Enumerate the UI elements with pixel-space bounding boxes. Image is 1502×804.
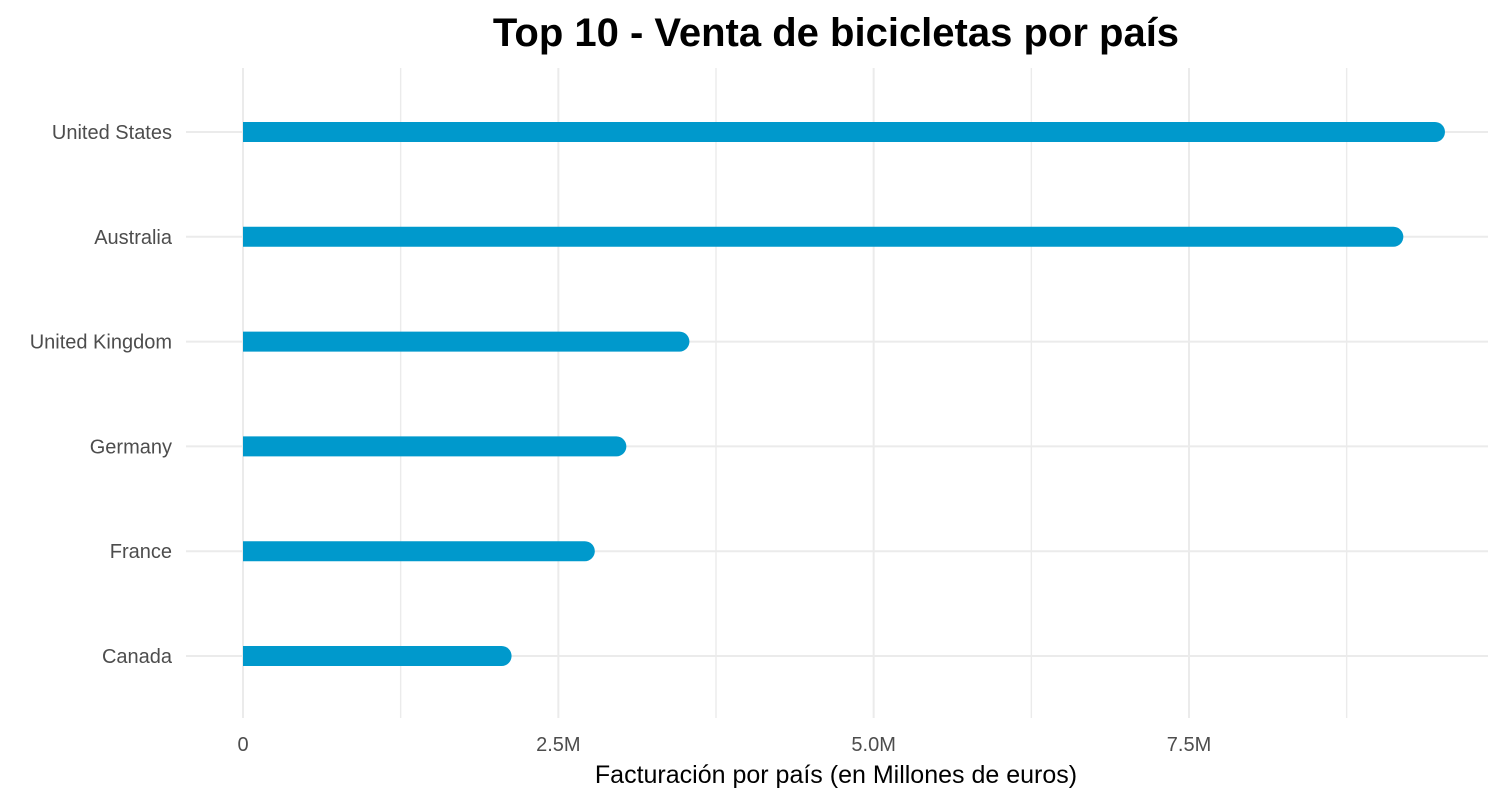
x-axis-title: Facturación por país (en Millones de eur… (595, 761, 1077, 789)
bar-australia (243, 226, 1404, 247)
x-tick-label: 2.5M (536, 734, 580, 756)
bar-canada (243, 646, 512, 666)
y-axis-tick-labels: United States Australia United Kingdom Germ… (30, 122, 173, 668)
bars (243, 122, 1445, 666)
bar-united-states (243, 122, 1445, 142)
y-tick-label: Canada (102, 646, 173, 668)
y-tick-label: Australia (94, 227, 173, 249)
x-tick-label: 0 (237, 734, 248, 756)
x-axis-tick-labels: 0 2.5M 5.0M 7.5M (237, 734, 1211, 756)
bar-germany (243, 436, 627, 457)
y-tick-label: United Kingdom (30, 332, 172, 354)
y-tick-label: France (110, 541, 172, 563)
y-tick-label: United States (52, 122, 172, 144)
grid-lines (186, 68, 1488, 718)
chart-title: Top 10 - Venta de bicicletas por país (493, 11, 1179, 55)
x-tick-label: 5.0M (851, 734, 895, 756)
bar-united-kingdom (243, 331, 690, 352)
y-tick-label: Germany (90, 436, 172, 458)
bar-france (243, 541, 595, 562)
x-tick-label: 7.5M (1167, 734, 1211, 756)
